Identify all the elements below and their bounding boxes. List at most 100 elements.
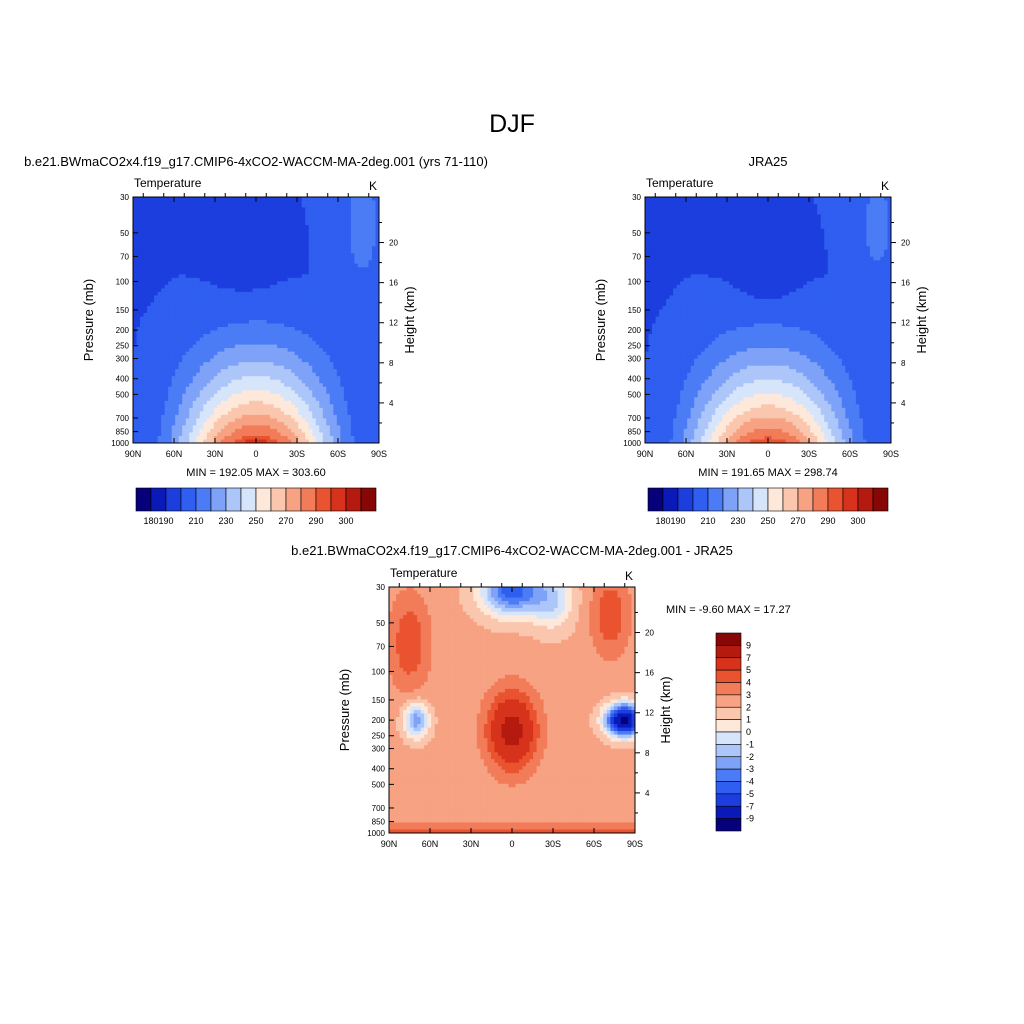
field-cell [319, 362, 324, 367]
field-cell [263, 369, 268, 374]
field-cell [203, 344, 208, 349]
field-cell [277, 327, 282, 332]
field-cell [361, 428, 366, 434]
field-cell [178, 260, 183, 265]
field-cell [220, 407, 225, 412]
field-cell [270, 407, 275, 412]
field-cell [133, 323, 138, 328]
field-cell [168, 428, 173, 434]
field-cell [305, 295, 310, 300]
field-cell [287, 407, 292, 412]
field-cell [168, 207, 173, 212]
field-cell [305, 316, 310, 321]
field-cell [315, 316, 320, 321]
field-cell [270, 351, 275, 356]
field-cell [217, 379, 222, 384]
field-cell [298, 341, 303, 346]
field-cell [371, 327, 377, 332]
field-cell [284, 365, 289, 370]
field-cell [298, 312, 303, 318]
field-cell [361, 284, 366, 289]
field-cell [220, 330, 225, 335]
field-cell [259, 253, 264, 258]
field-cell [347, 225, 352, 230]
field-cell [263, 312, 268, 318]
field-cell [263, 400, 268, 405]
field-cell [291, 218, 296, 223]
field-cell [217, 288, 222, 293]
field-cell [291, 263, 296, 268]
field-cell [371, 383, 377, 388]
field-cell [217, 390, 222, 395]
field-cell [305, 327, 310, 332]
y2-axis-label: Height (km) [402, 286, 417, 353]
field-cell [298, 305, 303, 311]
field-cell [220, 253, 225, 258]
field-cell [308, 334, 313, 339]
field-cell [291, 376, 296, 381]
field-cell [354, 435, 359, 441]
field-cell [263, 376, 268, 381]
field-cell [234, 341, 240, 346]
field-cell [298, 407, 303, 412]
field-cell [357, 274, 363, 279]
field-cell [161, 344, 166, 349]
field-cell [192, 404, 197, 409]
field-cell [133, 425, 138, 430]
field-cell [329, 288, 334, 293]
field-cell [277, 414, 282, 419]
field-cell [199, 337, 204, 342]
field-cell [220, 386, 225, 391]
field-cell [150, 341, 155, 346]
field-cell [364, 365, 370, 370]
field-cell [168, 362, 173, 367]
field-cell [234, 242, 240, 247]
field-cell [361, 232, 366, 237]
field-cell [150, 383, 155, 388]
field-cell [343, 295, 348, 300]
field-cell [263, 428, 268, 434]
field-cell [263, 414, 268, 419]
field-cell [238, 239, 243, 244]
field-cell [196, 232, 201, 237]
field-cell [136, 421, 141, 427]
field-cell [270, 362, 275, 367]
field-cell [133, 277, 138, 282]
field-cell [333, 351, 338, 356]
field-cell [333, 218, 338, 223]
field-cell [301, 239, 306, 244]
field-cell [273, 383, 278, 388]
field-cell [270, 256, 275, 261]
field-cell [175, 200, 180, 205]
field-cell [220, 435, 225, 441]
field-cell [256, 253, 261, 258]
field-cell [171, 204, 176, 209]
field-cell [227, 390, 232, 395]
field-cell [210, 432, 215, 437]
field-cell [147, 214, 152, 219]
field-cell [217, 298, 222, 304]
field-cell [259, 337, 264, 342]
field-cell [220, 418, 225, 423]
field-cell [161, 309, 166, 314]
field-cell [343, 239, 348, 244]
field-cell [189, 239, 194, 244]
field-cell [164, 260, 169, 265]
field-cell [210, 386, 215, 391]
field-cell [347, 207, 352, 212]
field-cell [291, 309, 296, 314]
field-cell [270, 428, 275, 434]
field-cell [224, 397, 229, 402]
field-cell [256, 337, 261, 342]
field-cell [340, 334, 345, 339]
field-cell [256, 334, 261, 339]
field-cell [284, 291, 289, 296]
field-cell [354, 344, 359, 349]
field-cell [154, 253, 159, 258]
field-cell [273, 263, 278, 268]
field-cell [340, 298, 345, 304]
field-cell [350, 298, 355, 304]
field-cell [234, 288, 240, 293]
field-cell [192, 379, 197, 384]
field-cell [143, 439, 148, 443]
